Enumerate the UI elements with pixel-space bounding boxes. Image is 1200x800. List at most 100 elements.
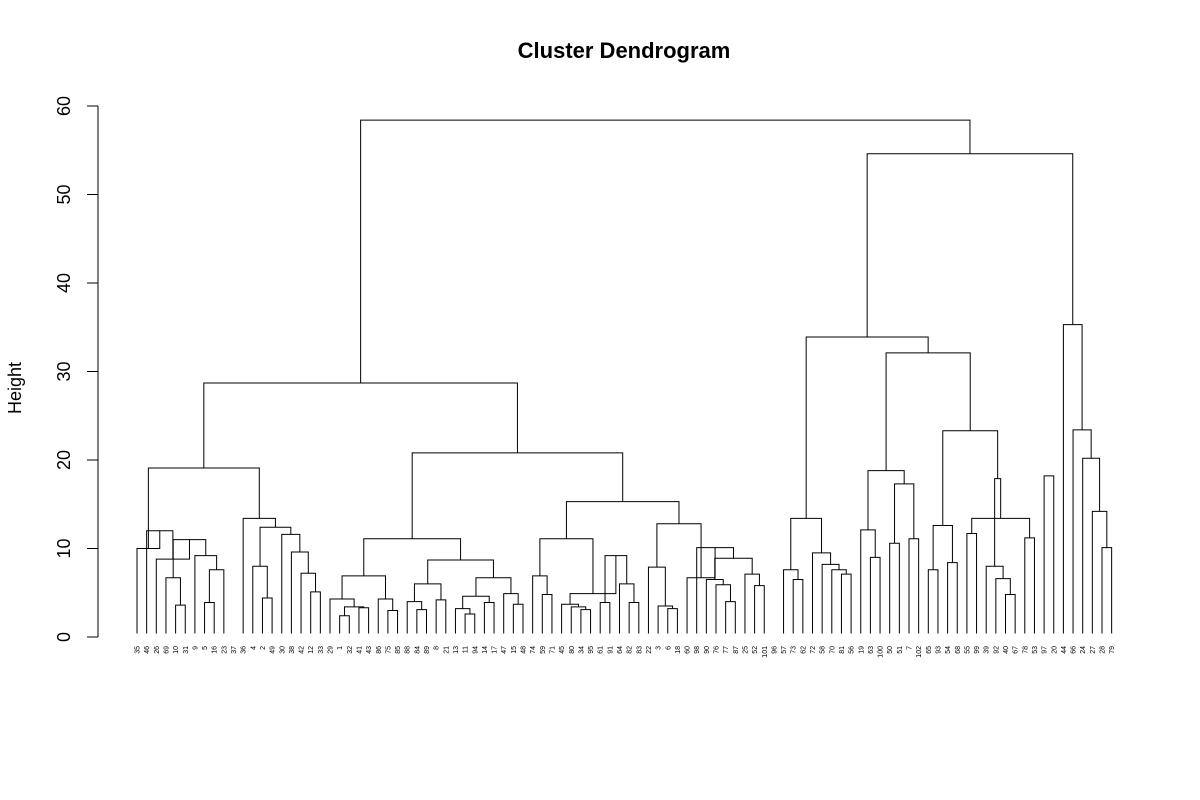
dendrogram-link [792,578,804,634]
dendrogram-link [416,609,427,634]
leaf-label: 24 [1080,646,1087,654]
dendrogram-link [599,601,611,634]
leaf-label: 57 [781,646,788,654]
dendrogram-link [427,559,494,584]
dendrogram-link [889,542,900,634]
dendrogram-link [821,563,840,634]
leaf-label: 43 [366,646,373,654]
dendrogram-link [387,609,399,634]
leaf-label: 31 [183,646,190,654]
leaf-label: 33 [318,646,325,654]
leaf-label: 81 [839,646,846,654]
leaf-label: 73 [791,646,798,654]
dendrogram-link [147,467,260,549]
dendrogram-link [1005,594,1016,634]
leaf-label: 26 [154,646,161,654]
dendrogram-link [281,533,301,634]
dendrogram-links [136,119,1113,634]
dendrogram-link [840,573,852,634]
dendrogram-link [565,501,680,539]
leaf-label: 10 [173,646,180,654]
dendrogram-link [812,552,832,634]
leaf-label: 75 [385,646,392,654]
leaf-label: 22 [646,646,653,654]
dendrogram-link [971,517,1031,538]
leaf-label: 11 [463,646,470,653]
dendrogram-link [363,538,462,576]
leaf-label: 72 [810,646,817,654]
dendrogram-link [866,153,1074,337]
dendrogram-link [805,336,929,519]
leaf-label: 3 [656,646,663,650]
leaf-label: 4 [250,646,257,650]
dendrogram-link [194,555,218,634]
dendrogram-link [377,598,394,634]
leaf-label: 48 [521,646,528,654]
dendrogram-link [869,556,881,634]
y-tick-label: 60 [54,96,74,116]
dendrogram-link [985,565,1004,634]
dendrogram-link [252,565,268,634]
dendrogram-link [894,483,915,544]
leaf-label: 25 [742,646,749,654]
leaf-label: 19 [858,646,865,654]
y-tick-label: 50 [54,184,74,204]
dendrogram-link [1024,537,1035,634]
leaf-label: 54 [945,646,952,654]
leaf-label: 88 [405,646,412,654]
dendrogram-link [204,601,215,634]
leaf-label: 97 [1042,646,1049,654]
dendrogram-link [175,604,186,634]
leaf-label: 28 [1100,646,1107,654]
dendrogram-link [341,575,386,599]
dendrogram-link [657,605,674,634]
leaf-label: 29 [328,646,335,654]
dendrogram-link [570,606,587,634]
leaf-label: 9 [192,646,199,650]
dendrogram-link [435,599,447,634]
leaf-label: 53 [1032,646,1039,654]
dendrogram-link [667,608,678,634]
leaf-label: 94 [472,646,479,654]
leaf-label: 83 [636,646,643,654]
y-axis-label: Height [5,362,25,414]
dendrogram-link [360,119,971,384]
y-tick-label: 40 [54,273,74,293]
leaf-label: 56 [849,646,856,654]
leaf-label: 5 [202,646,209,650]
leaf-label: 8 [434,646,441,650]
dendrogram-link [885,352,971,471]
leaf-label: 44 [1061,646,1068,654]
leaf-label: 49 [270,646,277,654]
dendrogram-link [714,557,753,580]
leaf-label: 6 [665,646,672,650]
dendrogram-link [867,470,905,530]
dendrogram-link [259,526,292,567]
leaf-label: 20 [1051,646,1058,654]
leaf-label: 47 [501,646,508,654]
dendrogram-link [947,562,958,634]
leaf-label: 27 [1090,646,1097,654]
leaf-label: 2 [260,646,267,650]
leaf-label: 84 [414,646,421,654]
leaf-label: 87 [733,646,740,654]
leaf-label: 61 [598,646,605,654]
dendrogram-link [1082,457,1101,634]
dendrogram-link [503,593,519,634]
dendrogram-link [1091,510,1108,634]
leaf-label: 95 [588,646,595,654]
leaf-label: 79 [1109,646,1116,654]
leaf-label: 91 [607,646,614,654]
leaf-label: 71 [549,646,556,654]
dendrogram-link [705,578,724,634]
dendrogram-link [656,523,702,578]
leaf-label: 52 [752,646,759,654]
dendrogram-link [512,603,524,634]
leaf-label: 82 [627,646,634,654]
dendrogram-link [290,551,309,634]
dendrogram-link [1043,475,1055,634]
dendrogram-link [358,607,370,634]
y-tick-label: 20 [54,450,74,470]
leaf-label: 68 [955,646,962,654]
